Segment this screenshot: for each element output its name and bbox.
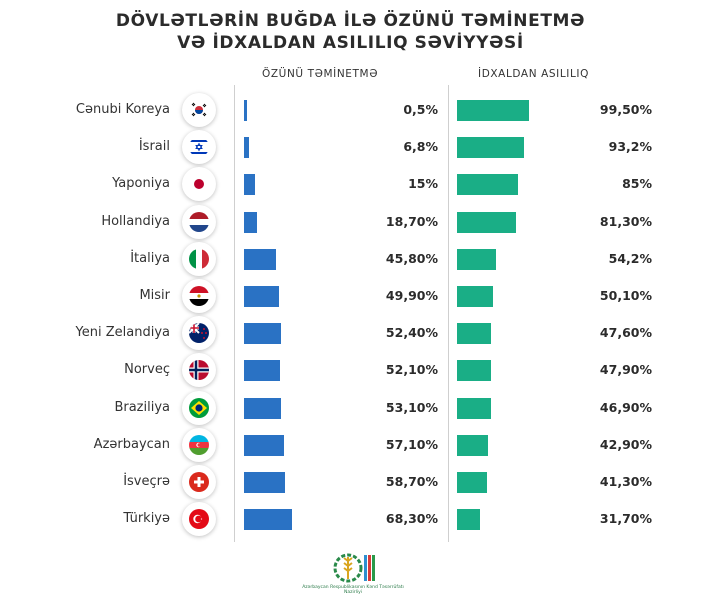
israel-flag-icon xyxy=(182,130,216,165)
import-dependency-value-yeni-zelandiya: 47,60% xyxy=(599,325,652,341)
self-sufficiency-bar-misir xyxy=(244,286,279,307)
import-dependency-bar-i-svec-r xyxy=(457,472,487,493)
self-sufficiency-value-misir: 49,90% xyxy=(385,288,438,303)
import-dependency-value-yaponiya: 85% xyxy=(622,176,652,192)
self-sufficiency-value-i-taliya: 45,80% xyxy=(385,250,438,266)
self-sufficiency-value-yeni-zelandiya: 52,40% xyxy=(385,325,438,341)
azerbaijan-flag-icon xyxy=(182,427,216,462)
import-dependency-value-i-srail: 93,2% xyxy=(608,139,652,155)
import-dependency-value-misir: 50,10% xyxy=(599,288,652,303)
ministry-logo-text: Azərbaycan Respublikasının Kənd Təsərrüf… xyxy=(302,585,404,595)
import-dependency-value-i-taliya: 54,2% xyxy=(608,250,652,266)
norway-flag-icon xyxy=(182,353,216,388)
brazil-flag-icon xyxy=(182,390,216,425)
new-zealand-flag-icon xyxy=(182,316,216,351)
import-dependency-value-az-rbaycan: 42,90% xyxy=(599,436,652,452)
turkey-flag-icon xyxy=(182,502,216,537)
import-dependency-bar-az-rbaycan xyxy=(457,434,488,456)
import-dependency-value-c-nubi-koreya: 99,50% xyxy=(599,102,652,117)
self-sufficiency-value-norvec: 52,10% xyxy=(385,362,438,378)
self-sufficiency-bar-c-nubi-koreya xyxy=(244,100,247,121)
import-dependency-value-tu-rkiy: 31,70% xyxy=(599,511,652,527)
import-dependency-bar-c-nubi-koreya xyxy=(457,100,529,121)
import-dependency-bar-tu-rkiy xyxy=(457,509,480,531)
import-dependency-bar-hollandiya xyxy=(457,211,516,233)
self-sufficiency-bar-i-srail xyxy=(244,137,249,159)
self-sufficiency-bar-tu-rkiy xyxy=(244,509,292,531)
self-sufficiency-bar-braziliya xyxy=(244,397,282,419)
country-label-i-svec-r: İsveçrə xyxy=(123,474,170,489)
self-sufficiency-value-c-nubi-koreya: 0,5% xyxy=(403,102,438,117)
self-sufficiency-bar-yeni-zelandiya xyxy=(244,323,281,345)
import-dependency-bar-norvec xyxy=(457,360,492,382)
country-label-misir: Misir xyxy=(139,288,170,303)
italy-flag-icon xyxy=(182,241,216,276)
egypt-flag-icon xyxy=(182,279,216,313)
column-divider-left xyxy=(234,85,235,542)
import-dependency-bar-i-srail xyxy=(457,137,525,159)
self-sufficiency-header: ÖZÜNÜ TƏMİNETMƏ xyxy=(262,68,379,80)
self-sufficiency-value-braziliya: 53,10% xyxy=(385,399,438,415)
country-label-tu-rkiy: Türkiyə xyxy=(123,511,170,527)
self-sufficiency-bar-i-taliya xyxy=(244,248,277,270)
self-sufficiency-bar-az-rbaycan xyxy=(244,434,284,456)
country-label-i-taliya: İtaliya xyxy=(130,250,170,266)
self-sufficiency-bar-norvec xyxy=(244,360,281,382)
import-dependency-value-braziliya: 46,90% xyxy=(599,399,652,415)
import-dependency-bar-i-taliya xyxy=(457,248,497,270)
import-dependency-bar-yaponiya xyxy=(457,174,519,196)
country-label-az-rbaycan: Azərbaycan xyxy=(93,436,170,452)
self-sufficiency-value-tu-rkiy: 68,30% xyxy=(385,511,438,527)
column-divider-right xyxy=(448,85,449,542)
self-sufficiency-bar-hollandiya xyxy=(244,211,258,233)
country-label-braziliya: Braziliya xyxy=(114,399,170,415)
country-label-norvec: Norveç xyxy=(124,362,170,378)
country-label-yaponiya: Yaponiya xyxy=(112,176,170,192)
country-label-hollandiya: Hollandiya xyxy=(101,213,170,229)
ministry-logo-icon xyxy=(333,553,375,583)
import-dependency-value-hollandiya: 81,30% xyxy=(599,213,652,229)
south-korea-flag-icon xyxy=(182,93,216,127)
country-label-yeni-zelandiya: Yeni Zelandiya xyxy=(75,325,170,341)
self-sufficiency-bar-yaponiya xyxy=(244,174,255,196)
switzerland-flag-icon xyxy=(182,465,216,499)
country-label-c-nubi-koreya: Cənubi Koreya xyxy=(75,102,170,117)
self-sufficiency-value-hollandiya: 18,70% xyxy=(385,213,438,229)
japan-flag-icon xyxy=(182,167,216,202)
self-sufficiency-bar-i-svec-r xyxy=(244,472,286,493)
self-sufficiency-value-yaponiya: 15% xyxy=(408,176,438,192)
chart-title-line-1: DÖVLƏTLƏRİN BUĞDA İLƏ ÖZÜNÜ TƏMİNETMƏ xyxy=(115,11,586,31)
import-dependency-value-norvec: 47,90% xyxy=(599,362,652,378)
import-dependency-value-i-svec-r: 41,30% xyxy=(599,474,652,489)
country-label-i-srail: İsrail xyxy=(138,139,170,155)
import-dependency-bar-braziliya xyxy=(457,397,491,419)
netherlands-flag-icon xyxy=(182,204,216,239)
import-dependency-header: İDXALDAN ASILILIQ xyxy=(478,68,589,80)
import-dependency-bar-misir xyxy=(457,286,494,307)
self-sufficiency-value-i-srail: 6,8% xyxy=(403,139,438,155)
import-dependency-bar-yeni-zelandiya xyxy=(457,323,492,345)
chart-title-line-2: VƏ İDXALDAN ASILILIQ SƏVİYYƏSİ xyxy=(177,33,524,53)
self-sufficiency-value-az-rbaycan: 57,10% xyxy=(385,436,438,452)
self-sufficiency-value-i-svec-r: 58,70% xyxy=(385,474,438,489)
